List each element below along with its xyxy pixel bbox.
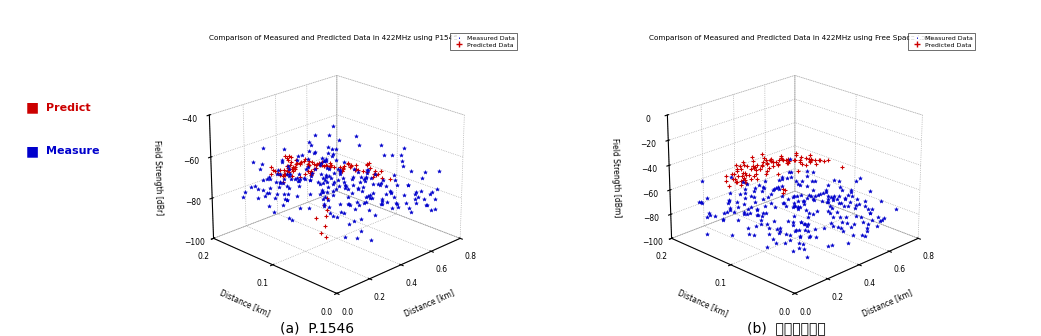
Title: Comparison of Measured and Predicted Data in 422MHz using Free Space Loss: Comparison of Measured and Predicted Dat…	[650, 35, 933, 41]
Text: ■: ■	[26, 144, 40, 158]
Text: (b)  자유공간손실: (b) 자유공간손실	[746, 322, 826, 336]
Text: ■: ■	[26, 100, 40, 115]
X-axis label: Distance [km]: Distance [km]	[403, 288, 456, 318]
Legend: Measured Data, Predicted Data: Measured Data, Predicted Data	[450, 33, 517, 50]
Y-axis label: Distance [km]: Distance [km]	[677, 288, 729, 318]
Legend: Measured Data, Predicted Data: Measured Data, Predicted Data	[908, 33, 975, 50]
X-axis label: Distance [km]: Distance [km]	[861, 288, 914, 318]
Title: Comparison of Measured and Predicted Data in 422MHz using P1546: Comparison of Measured and Predicted Dat…	[208, 35, 458, 41]
Text: (a)  P.1546: (a) P.1546	[280, 322, 355, 336]
Y-axis label: Distance [km]: Distance [km]	[219, 288, 271, 318]
Text: Predict: Predict	[46, 102, 91, 113]
Text: Measure: Measure	[46, 146, 99, 156]
